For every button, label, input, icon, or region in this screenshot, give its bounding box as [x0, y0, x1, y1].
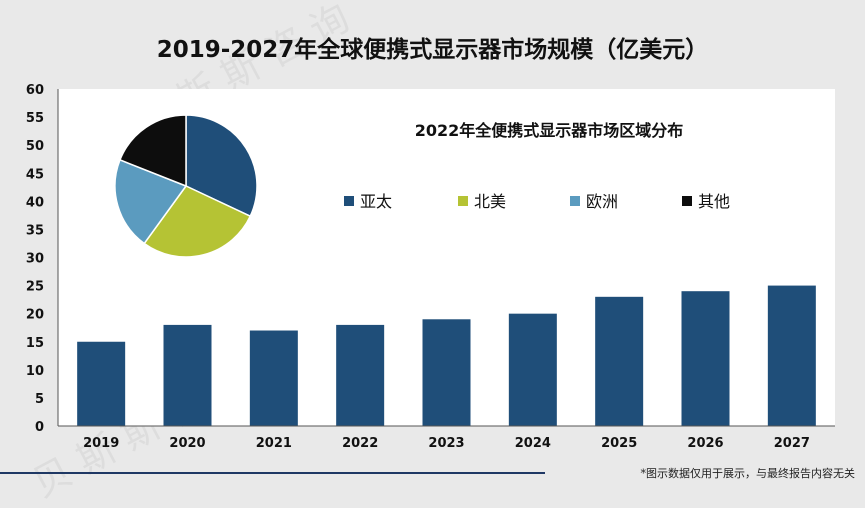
x-tick-label: 2022: [342, 436, 378, 451]
pie-slice: [143, 185, 252, 258]
bar: [595, 296, 644, 426]
y-tick-label: 25: [26, 280, 44, 295]
y-tick-label: 45: [26, 167, 44, 182]
chart-title: 2019-2027年全球便携式显示器市场规模（亿美元）: [156, 37, 709, 63]
pie-slice: [114, 158, 188, 245]
pie-title: 2022年全便携式显示器市场区域分布: [415, 121, 684, 140]
x-tick-label: 2021: [256, 436, 292, 451]
legend-label: 北美: [474, 192, 506, 211]
legend-swatch: [682, 196, 692, 206]
y-tick-label: 35: [26, 223, 44, 238]
bar: [77, 341, 126, 426]
y-tick-label: 10: [26, 364, 44, 379]
bar: [249, 330, 298, 426]
legend-label: 亚太: [360, 192, 392, 211]
pie-slice: [185, 114, 258, 218]
y-tick-label: 5: [35, 392, 44, 407]
legend-label: 其他: [698, 192, 730, 211]
legend-swatch: [570, 196, 580, 206]
bar: [508, 313, 557, 426]
y-tick-label: 0: [35, 420, 44, 435]
x-tick-label: 2019: [83, 436, 119, 451]
y-tick-label: 15: [26, 336, 44, 351]
legend-swatch: [458, 196, 468, 206]
x-tick-label: 2027: [774, 436, 810, 451]
y-tick-label: 60: [26, 83, 44, 98]
x-tick-label: 2020: [169, 436, 205, 451]
y-tick-label: 55: [26, 111, 44, 126]
bar: [163, 324, 212, 426]
footnote: *图示数据仅用于展示，与最终报告内容无关: [640, 467, 856, 480]
bar: [336, 324, 385, 426]
bar: [767, 285, 816, 426]
bar: [422, 319, 471, 426]
y-tick-label: 40: [26, 195, 44, 210]
x-tick-label: 2024: [515, 436, 551, 451]
x-tick-label: 2025: [601, 436, 637, 451]
y-tick-label: 30: [26, 252, 44, 267]
x-tick-label: 2026: [687, 436, 723, 451]
y-tick-label: 20: [26, 308, 44, 323]
y-tick-label: 50: [26, 139, 44, 154]
footer-line: [0, 472, 545, 474]
pie-slice: [119, 114, 187, 188]
legend-swatch: [344, 196, 354, 206]
x-tick-label: 2023: [428, 436, 464, 451]
legend-label: 欧洲: [586, 192, 618, 211]
bar: [681, 291, 730, 426]
